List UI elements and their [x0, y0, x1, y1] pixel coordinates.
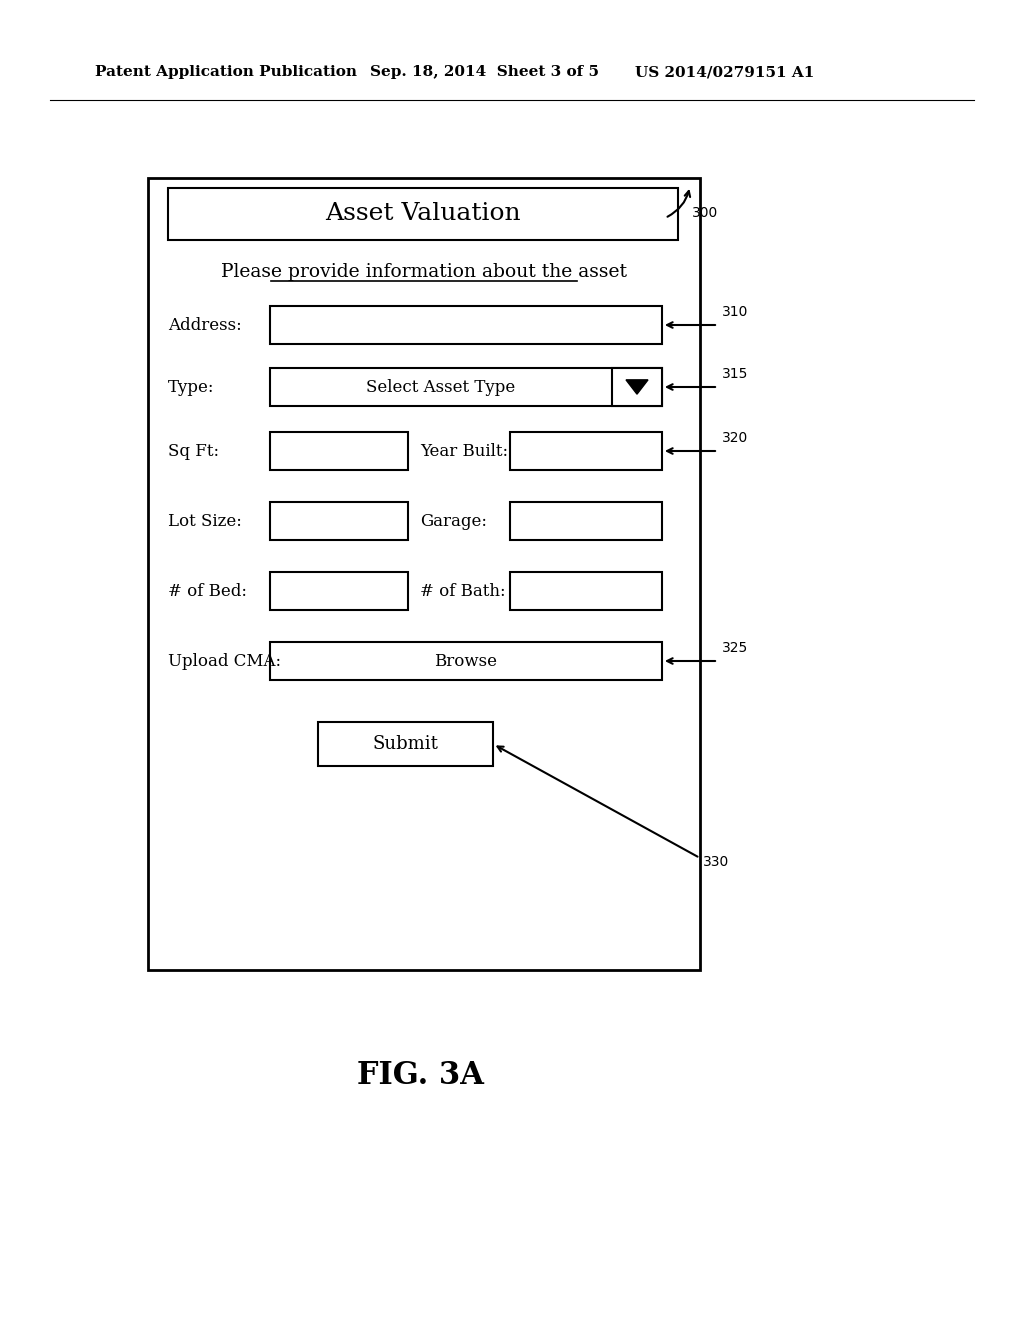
Bar	[270, 502, 408, 540]
Text: 310: 310	[722, 305, 749, 319]
Bar	[612, 368, 662, 407]
Text: Year Built:: Year Built:	[420, 442, 508, 459]
Text: Upload CMA:: Upload CMA:	[168, 652, 282, 669]
Bar	[270, 432, 408, 470]
Bar	[510, 572, 662, 610]
Bar	[270, 306, 662, 345]
Text: Please provide information about the asset: Please provide information about the ass…	[221, 263, 627, 281]
Text: Garage:: Garage:	[420, 512, 487, 529]
Text: US 2014/0279151 A1: US 2014/0279151 A1	[635, 65, 814, 79]
Text: Asset Valuation: Asset Valuation	[326, 202, 521, 226]
Bar	[318, 722, 493, 766]
Bar	[270, 368, 662, 407]
Text: 325: 325	[722, 642, 749, 655]
Text: 315: 315	[722, 367, 749, 381]
Text: Select Asset Type: Select Asset Type	[367, 379, 516, 396]
Text: Sep. 18, 2014  Sheet 3 of 5: Sep. 18, 2014 Sheet 3 of 5	[370, 65, 599, 79]
Text: Sq Ft:: Sq Ft:	[168, 442, 219, 459]
Bar	[270, 572, 408, 610]
Text: 320: 320	[722, 432, 749, 445]
Text: 300: 300	[692, 206, 718, 220]
Text: Lot Size:: Lot Size:	[168, 512, 242, 529]
Text: # of Bath:: # of Bath:	[420, 582, 506, 599]
Text: Submit: Submit	[373, 735, 438, 752]
Text: Browse: Browse	[434, 652, 498, 669]
Text: Address:: Address:	[168, 317, 242, 334]
Text: 330: 330	[703, 855, 729, 869]
Bar	[168, 187, 678, 240]
Bar	[510, 502, 662, 540]
Text: # of Bed:: # of Bed:	[168, 582, 247, 599]
Bar	[148, 178, 700, 970]
Text: FIG. 3A: FIG. 3A	[356, 1060, 483, 1090]
Text: Type:: Type:	[168, 379, 214, 396]
Bar	[510, 432, 662, 470]
Polygon shape	[626, 380, 648, 395]
Text: Patent Application Publication: Patent Application Publication	[95, 65, 357, 79]
Bar	[270, 642, 662, 680]
